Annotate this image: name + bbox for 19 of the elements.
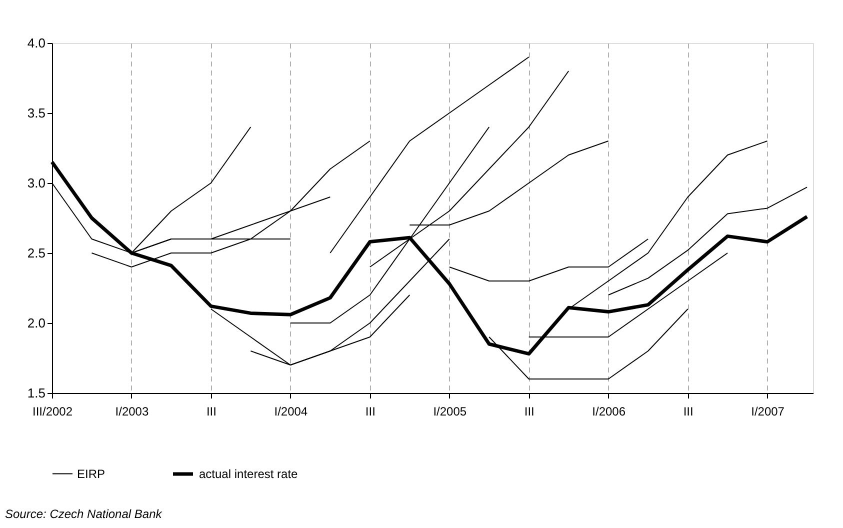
y-tick-label: 2.5 xyxy=(27,246,46,260)
x-tick-label: I/2003 xyxy=(115,404,149,418)
x-tick-label: I/2007 xyxy=(751,404,785,418)
x-tick-label: III xyxy=(206,404,216,418)
x-tick-label: III xyxy=(524,404,534,418)
x-tick-label: III xyxy=(365,404,376,418)
x-tick-label: I/2006 xyxy=(592,404,626,418)
x-tick-label: I/2004 xyxy=(274,404,308,418)
x-tick-label: III/2002 xyxy=(32,404,73,418)
y-tick-label: 3.0 xyxy=(27,176,46,190)
x-tick-label: I/2005 xyxy=(433,404,467,418)
y-tick-label: 1.5 xyxy=(27,386,46,400)
y-tick-label: 2.0 xyxy=(27,316,46,330)
legend-label: actual interest rate xyxy=(199,467,298,481)
legend-label: EIRP xyxy=(77,466,106,481)
y-tick-label: 4.0 xyxy=(27,36,46,50)
source-note: Source: Czech National Bank xyxy=(5,507,163,521)
x-tick-label: III xyxy=(683,404,694,418)
y-tick-label: 3.5 xyxy=(27,106,46,120)
